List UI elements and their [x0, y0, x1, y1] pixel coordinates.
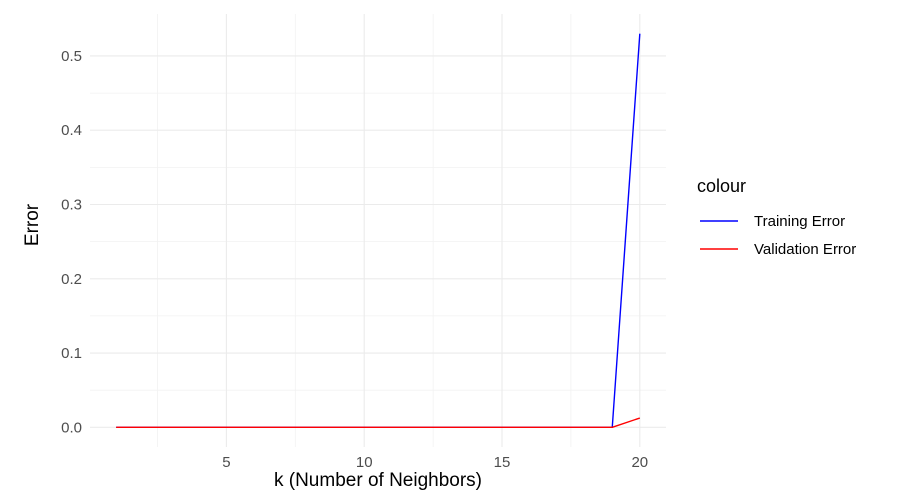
series-lines: [116, 33, 641, 429]
x-axis-title: k (Number of Neighbors): [274, 470, 482, 490]
legend: colour Training Error Validation Error: [697, 176, 856, 258]
legend-items: Training Error Validation Error: [700, 213, 856, 258]
legend-title: colour: [697, 176, 746, 196]
y-tick-label: 0.2: [61, 271, 82, 288]
legend-label-validation-error: Validation Error: [754, 241, 856, 258]
y-tick-label: 0.3: [61, 197, 82, 214]
y-axis-tick-labels: 0.0 0.1 0.2 0.3 0.4 0.5: [61, 48, 82, 436]
y-tick-label: 0.5: [61, 48, 82, 65]
x-tick-label: 20: [631, 454, 648, 471]
series-line-validation-error: [116, 417, 641, 429]
x-tick-label: 5: [222, 454, 230, 471]
major-gridlines: [90, 14, 666, 447]
x-axis-tick-labels: 5 10 15 20: [222, 454, 648, 471]
y-tick-label: 0.0: [61, 419, 82, 436]
y-axis-title: Error: [22, 203, 43, 246]
y-tick-label: 0.4: [61, 122, 82, 139]
x-tick-label: 10: [356, 454, 373, 471]
x-tick-label: 15: [494, 454, 511, 471]
minor-gridlines: [90, 14, 666, 447]
y-tick-label: 0.1: [61, 345, 82, 362]
legend-label-training-error: Training Error: [754, 213, 845, 230]
